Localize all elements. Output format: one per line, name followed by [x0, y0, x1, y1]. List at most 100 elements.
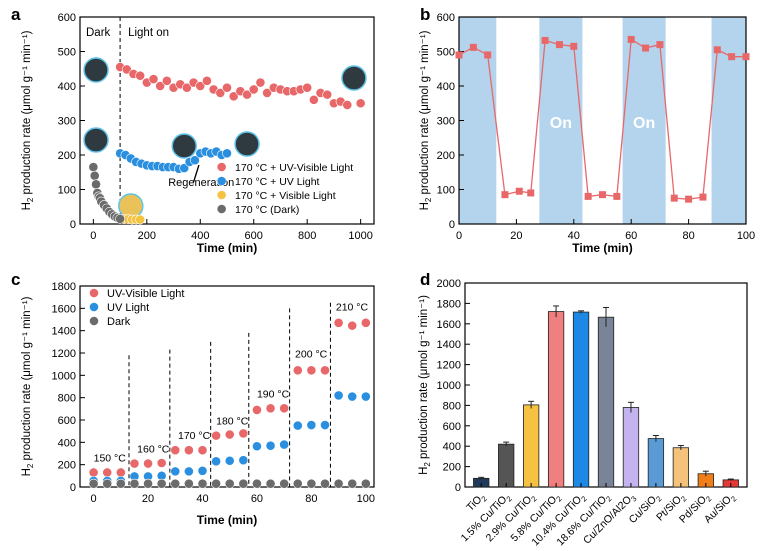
chart-c-xlabel: Time (min) [197, 513, 257, 527]
chart-d-ytick-label: 200 [443, 462, 461, 474]
chart-c-point [156, 478, 167, 489]
chart-c-point [347, 478, 358, 489]
chart-a-legend-marker [216, 176, 227, 186]
chart-b-ytick-label: 400 [437, 81, 455, 93]
chart-a-point [202, 75, 212, 86]
panel-label-c: c [11, 270, 20, 289]
chart-a-point [222, 148, 232, 159]
chart-b-point [742, 53, 750, 61]
chart-c-point [143, 478, 153, 489]
chart-c-point [183, 466, 194, 477]
chart-c-point [306, 420, 317, 430]
chart-a-dark-annotation: Dark [86, 27, 111, 39]
chart-a-point [89, 170, 100, 181]
chart-c-point [102, 467, 113, 478]
chart-b-point [685, 195, 693, 203]
chart-c-temperature-label: 190 °C [257, 389, 290, 401]
chart-c-temperature-label: 160 °C [137, 443, 170, 455]
chart-c-ytick-label: 1200 [52, 348, 76, 360]
chart-b-on-label: On [633, 115, 655, 132]
chart-c-point [306, 365, 317, 376]
chart-a-point [248, 84, 259, 95]
chart-a-legend-label: 170 °C + Visible Light [235, 190, 336, 202]
chart-c-temperature-label: 150 °C [94, 452, 127, 464]
chart-c-xtick-label: 80 [305, 493, 317, 505]
chart-a-point [88, 162, 99, 172]
chart-c-legend-label: UV-Visible Light [107, 288, 184, 300]
chart-b-point [584, 192, 592, 200]
chart-a-ylabel: H2 production rate (μmol g⁻¹ min⁻¹) [21, 30, 35, 210]
chart-c-legend-label: Dark [107, 316, 131, 328]
chart-b-series-line [458, 38, 746, 200]
chart-a-lighton-annotation: Light on [128, 27, 169, 39]
chart-c-point [197, 445, 208, 456]
chart-d-ytick-label: 1200 [437, 360, 461, 372]
chart-a-point [355, 98, 366, 109]
chart-a-point [182, 82, 192, 93]
chart-a-point [322, 89, 333, 100]
chart-c-ytick-label: 1000 [52, 370, 76, 382]
chart-a-point [222, 82, 232, 93]
chart-b-point [541, 36, 549, 44]
panel-label-d: d [420, 270, 430, 289]
chart-b-xtick-label: 100 [737, 230, 755, 242]
chart-c-point [347, 391, 358, 402]
chart-c-point [252, 441, 262, 452]
chart-c-point [320, 420, 330, 430]
chart-c-point [129, 478, 140, 489]
chart-a-regeneration-arrow [192, 164, 200, 183]
chart-c-legend-marker [89, 302, 99, 312]
chart-c-xtick-label: 40 [196, 493, 208, 505]
chart-c-point [360, 478, 371, 489]
chart-c-point [320, 365, 330, 376]
chart-a-point [242, 89, 252, 100]
chart-c-temperature-label: 180 °C [216, 415, 249, 427]
chart-c-point [197, 465, 208, 476]
chart-c-point [292, 478, 303, 489]
chart-c-xtick-label: 100 [357, 493, 375, 505]
chart-b-point [613, 192, 621, 200]
chart-b-xtick-label: 0 [456, 230, 462, 242]
chart-c-point [252, 478, 262, 489]
chart-c-point [224, 455, 235, 466]
chart-b-point [555, 41, 563, 49]
chart-a-point [115, 213, 125, 224]
chart-a-legend-marker [216, 204, 227, 214]
chart-b-point [515, 187, 523, 195]
chart-c-ytick-label: 1400 [52, 326, 76, 338]
chart-c-point [252, 405, 262, 415]
chart-b-xtick-label: 40 [568, 230, 580, 242]
chart-c-legend-marker [89, 316, 99, 326]
chart-b-ytick-label: 500 [437, 47, 455, 59]
chart-a-catalyst-image [83, 57, 109, 83]
chart-a-ytick-label: 0 [70, 219, 76, 231]
chart-d-ytick-label: 1600 [437, 319, 461, 331]
chart-c-temperature-label: 200 °C [295, 348, 328, 360]
chart-c-point [115, 478, 126, 489]
panel-label-b: b [420, 5, 430, 24]
chart-c-ytick-label: 1600 [52, 303, 76, 315]
chart-c-ytick-label: 1800 [52, 281, 76, 293]
chart-b-point [570, 42, 578, 50]
chart-c-ytick-label: 0 [70, 482, 76, 494]
chart-c-point [143, 458, 153, 469]
chart-d-ytick-label: 1400 [437, 339, 461, 351]
chart-b-point [455, 51, 463, 59]
chart-a-ytick-label: 300 [58, 116, 76, 128]
chart-b-ytick-label: 100 [437, 185, 455, 197]
chart-a-legend-label: 170 °C + UV-Visible Light [235, 162, 353, 174]
chart-b-ytick-label: 300 [437, 116, 455, 128]
chart-a-catalyst-image [118, 193, 144, 219]
chart-b-point [527, 189, 535, 197]
chart-a-legend-label: 170 °C + UV Light [235, 176, 320, 188]
chart-c-point [333, 478, 344, 489]
chart-c-ytick-label: 400 [58, 437, 76, 449]
chart-a-point [302, 82, 313, 93]
chart-b-xtick-label: 60 [625, 230, 637, 242]
chart-c-point [333, 317, 344, 328]
chart-d-bar [622, 407, 640, 488]
chart-c-point [211, 478, 222, 489]
chart-a-point [155, 81, 166, 91]
chart-a-xtick-label: 1000 [348, 230, 372, 242]
chart-d-ytick-label: 1800 [437, 298, 461, 310]
